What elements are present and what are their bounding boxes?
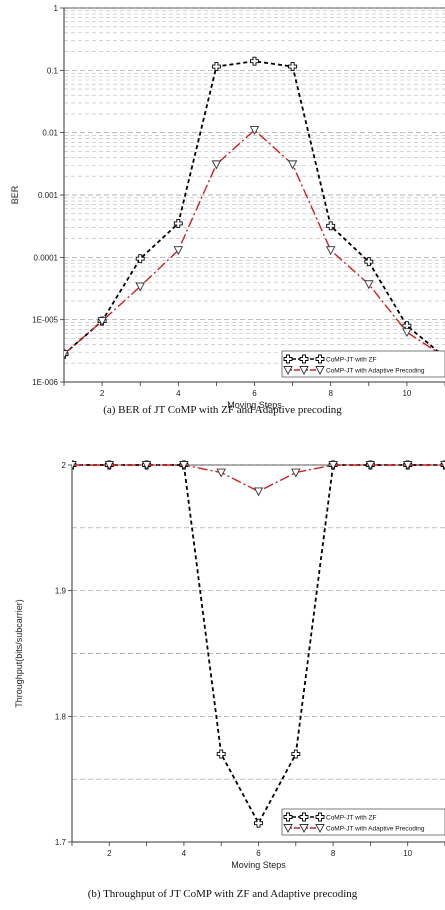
y-tick-label: 2 bbox=[62, 461, 67, 470]
data-point bbox=[287, 160, 298, 170]
data-point bbox=[299, 354, 309, 364]
y-tick-label: 1.9 bbox=[55, 587, 67, 596]
data-point bbox=[211, 62, 221, 71]
data-point bbox=[402, 461, 413, 470]
y-tick-label: 1.7 bbox=[55, 838, 67, 847]
legend-label: CoMP-JT with ZF bbox=[326, 357, 376, 364]
data-point bbox=[291, 468, 301, 478]
x-tick-label: 10 bbox=[403, 849, 412, 858]
data-point bbox=[365, 461, 376, 470]
x-tick-label: 8 bbox=[331, 849, 336, 858]
ber-chart: 1 0.1 0.01 0.001 0.0001 1E-005 1E-006 2 4 6 8 10 Mov… bbox=[10, 4, 445, 410]
x-tick-label: 2 bbox=[100, 389, 105, 398]
y-tick-label: 1.8 bbox=[55, 712, 67, 721]
data-point bbox=[325, 246, 336, 256]
data-point bbox=[173, 246, 184, 256]
legend-box bbox=[281, 350, 445, 378]
data-point bbox=[364, 280, 374, 290]
legend-label: CoMP-JT with Adaptive Precoding bbox=[326, 368, 425, 375]
data-point bbox=[440, 461, 445, 470]
data-point bbox=[315, 824, 325, 833]
throughput-chart: 2 1.9 1.8 1.7 2 4 6 8 10 Moving Steps Throughput(b… bbox=[14, 460, 445, 870]
x-tick-label: 4 bbox=[176, 389, 181, 398]
x-tick-label: 2 bbox=[107, 849, 112, 858]
data-point bbox=[250, 56, 259, 66]
data-point bbox=[364, 257, 374, 267]
data-point bbox=[291, 749, 301, 759]
legend-label: CoMP-JT with ZF bbox=[326, 815, 376, 822]
data-point bbox=[283, 812, 293, 822]
data-point bbox=[402, 328, 412, 338]
y-tick-label: 1 bbox=[54, 4, 59, 13]
data-point bbox=[253, 487, 264, 497]
x-tick-label: 6 bbox=[252, 389, 257, 398]
series-line bbox=[64, 60, 445, 358]
throughput-chart-caption: (b) Throughput of JT CoMP with ZF and Ad… bbox=[87, 888, 358, 900]
data-point bbox=[283, 366, 293, 375]
data-point bbox=[249, 126, 260, 136]
x-axis-title: Moving Steps bbox=[227, 400, 282, 410]
legend-box bbox=[281, 808, 445, 836]
x-tick-label: 4 bbox=[182, 849, 187, 858]
data-point bbox=[141, 461, 152, 470]
y-tick-label: 1E-005 bbox=[32, 316, 58, 325]
data-point bbox=[299, 812, 309, 822]
legend-label: CoMP-JT with Adaptive Precoding bbox=[326, 826, 425, 833]
legend: CoMP-JT with ZF CoMP-JT with Adaptive Pre… bbox=[281, 350, 445, 378]
y-axis-title: BER bbox=[10, 185, 20, 204]
data-point bbox=[135, 282, 145, 292]
data-point bbox=[299, 824, 309, 833]
data-point bbox=[135, 254, 145, 264]
data-point bbox=[173, 218, 183, 228]
y-axis-title: Throughput(bits/subcarrier) bbox=[14, 599, 24, 708]
data-point bbox=[64, 350, 69, 360]
data-point bbox=[315, 366, 325, 375]
data-point bbox=[288, 62, 298, 71]
data-point bbox=[97, 317, 107, 327]
x-axis-title: Moving Steps bbox=[231, 860, 286, 870]
ber-chart-caption: (a) BER of JT CoMP with ZF and Adaptive … bbox=[103, 404, 342, 416]
data-point bbox=[211, 160, 222, 170]
series-line bbox=[72, 464, 445, 493]
data-point bbox=[72, 461, 77, 470]
data-point bbox=[216, 749, 226, 759]
data-point bbox=[299, 366, 309, 375]
series-adaptive bbox=[72, 461, 445, 497]
data-point bbox=[254, 818, 263, 828]
y-tick-label: 0.0001 bbox=[34, 253, 59, 262]
data-point bbox=[315, 812, 325, 822]
data-point bbox=[179, 461, 189, 470]
data-point bbox=[283, 824, 293, 833]
data-point bbox=[283, 354, 293, 364]
data-point bbox=[326, 221, 336, 231]
data-point bbox=[315, 354, 325, 364]
data-point bbox=[216, 468, 226, 478]
series-zf bbox=[64, 56, 445, 362]
legend: CoMP-JT with ZF CoMP-JT with Adaptive Pre… bbox=[281, 808, 445, 836]
y-tick-label: 0.001 bbox=[38, 191, 59, 200]
y-tick-label: 0.1 bbox=[47, 66, 59, 75]
x-tick-label: 10 bbox=[402, 389, 411, 398]
y-tick-label: 1E-006 bbox=[32, 378, 58, 387]
data-point bbox=[328, 461, 338, 470]
data-point bbox=[104, 461, 115, 470]
y-tick-label: 0.01 bbox=[42, 129, 58, 138]
plot-area bbox=[64, 8, 445, 382]
x-tick-label: 6 bbox=[256, 849, 261, 858]
x-tick-label: 8 bbox=[328, 389, 333, 398]
